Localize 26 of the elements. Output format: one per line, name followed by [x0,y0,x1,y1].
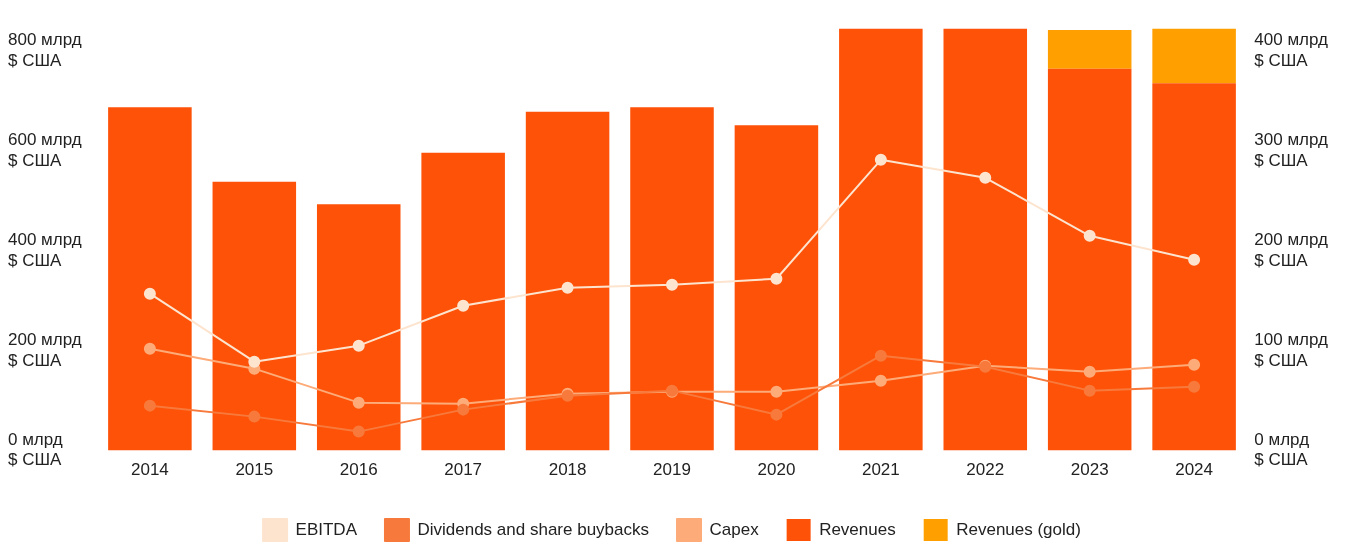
x-tick-label: 2022 [966,460,1005,480]
x-tick-label: 2020 [757,460,796,480]
y2-tick-label: 100 млрд $ США [1254,330,1329,370]
y-tick-label: 0 млрд $ США [8,430,63,470]
y2-tick-label: 300 млрд $ США [1254,130,1329,170]
legend-label: Revenues (gold) [956,519,1081,539]
x-tick-label: 2015 [235,460,274,480]
x-tick-label: 2019 [653,460,691,480]
x-tick-label: 2014 [130,460,169,480]
y-tick-label: 600 млрд $ США [8,130,82,170]
y-tick-label: 200 млрд $ США [8,330,82,370]
x-tick-label: 2018 [548,460,587,480]
y-tick-label: 400 млрд $ США [8,230,82,270]
x-tick-label: 2021 [861,460,900,480]
y2-tick-label: 0 млрд $ США [1254,430,1310,470]
y2-tick-label: 400 млрд $ США [1254,30,1329,70]
y2-tick-label: 200 млрд $ США [1254,230,1329,270]
x-tick-label: 2017 [444,460,483,480]
legend-label: Revenues [819,519,896,539]
x-tick-label: 2024 [1175,460,1214,480]
x-tick-label: 2023 [1070,460,1109,480]
legend-label: EBITDA [295,519,358,539]
legend-label: Capex [709,519,760,539]
y-tick-label: 800 млрд $ США [8,30,82,70]
x-tick-label: 2016 [339,460,378,480]
legend-label: Dividends and share buybacks [417,519,650,539]
